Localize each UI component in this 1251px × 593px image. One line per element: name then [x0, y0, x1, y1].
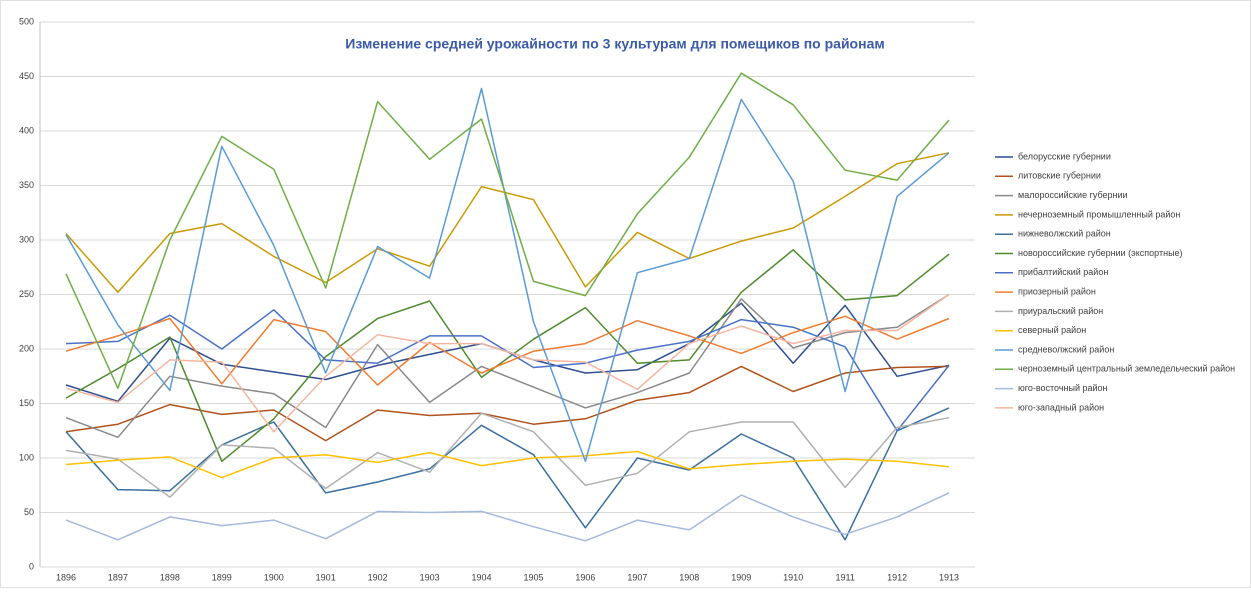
y-tick-label: 500 — [19, 16, 34, 26]
x-tick-label: 1903 — [420, 572, 440, 582]
x-tick-label: 1910 — [783, 572, 803, 582]
y-tick-label: 300 — [19, 234, 34, 244]
x-tick-label: 1911 — [835, 572, 854, 582]
series-line — [65, 407, 950, 541]
series-line — [65, 87, 950, 463]
x-tick-label: 1896 — [56, 572, 76, 582]
series-line — [65, 249, 950, 463]
chart-title: Изменение средней урожайности по 3 культ… — [345, 36, 884, 52]
series-line — [65, 315, 950, 386]
legend-label: юго-западный район — [1018, 402, 1104, 412]
legend-label: северный район — [1018, 325, 1086, 335]
x-tick-label: 1907 — [627, 572, 647, 582]
legend-label: средневолжский район — [1018, 344, 1114, 354]
legend-label: приуральский район — [1018, 306, 1103, 316]
x-tick-label: 1912 — [887, 572, 907, 582]
y-tick-label: 50 — [24, 507, 34, 517]
legend-label: малороссийские губернии — [1018, 190, 1128, 200]
legend-label: литовские губернии — [1018, 171, 1101, 181]
legend-label: прибалтийский район — [1018, 267, 1108, 277]
y-tick-label: 450 — [19, 71, 34, 81]
x-tick-label: 1902 — [368, 572, 388, 582]
series-line — [65, 450, 950, 479]
x-tick-label: 1905 — [523, 572, 543, 582]
series-line — [65, 152, 950, 294]
x-tick-label: 1897 — [108, 572, 128, 582]
x-tick-label: 1900 — [264, 572, 284, 582]
legend-label: нечерноземный промышленный район — [1018, 209, 1180, 219]
series-line — [65, 293, 950, 433]
series-line — [65, 492, 950, 542]
y-tick-label: 350 — [19, 180, 34, 190]
y-tick-label: 100 — [19, 452, 34, 462]
x-tick-label: 1898 — [160, 572, 180, 582]
legend-label: нижневолжский район — [1018, 229, 1111, 239]
legend-label: приозерный район — [1018, 286, 1096, 296]
legend-label: юго-восточный район — [1018, 383, 1108, 393]
series-line — [65, 293, 950, 439]
y-tick-label: 0 — [29, 561, 34, 571]
x-tick-label: 1913 — [939, 572, 959, 582]
series-line — [65, 72, 950, 389]
x-tick-label: 1908 — [679, 572, 699, 582]
series-line — [65, 365, 950, 442]
y-tick-label: 150 — [19, 398, 34, 408]
y-tick-label: 400 — [19, 125, 34, 135]
series-line — [65, 412, 950, 498]
y-tick-label: 250 — [19, 289, 34, 299]
x-tick-label: 1901 — [316, 572, 336, 582]
legend-label: белорусские губернии — [1018, 151, 1111, 161]
x-tick-label: 1906 — [575, 572, 595, 582]
y-tick-label: 200 — [19, 343, 34, 353]
legend-label: черноземный центральный земледельческий … — [1018, 364, 1235, 374]
x-tick-label: 1904 — [472, 572, 492, 582]
x-tick-label: 1899 — [212, 572, 232, 582]
legend-label: новороссийские губернии (экспортные) — [1018, 248, 1183, 258]
x-tick-label: 1909 — [731, 572, 751, 582]
